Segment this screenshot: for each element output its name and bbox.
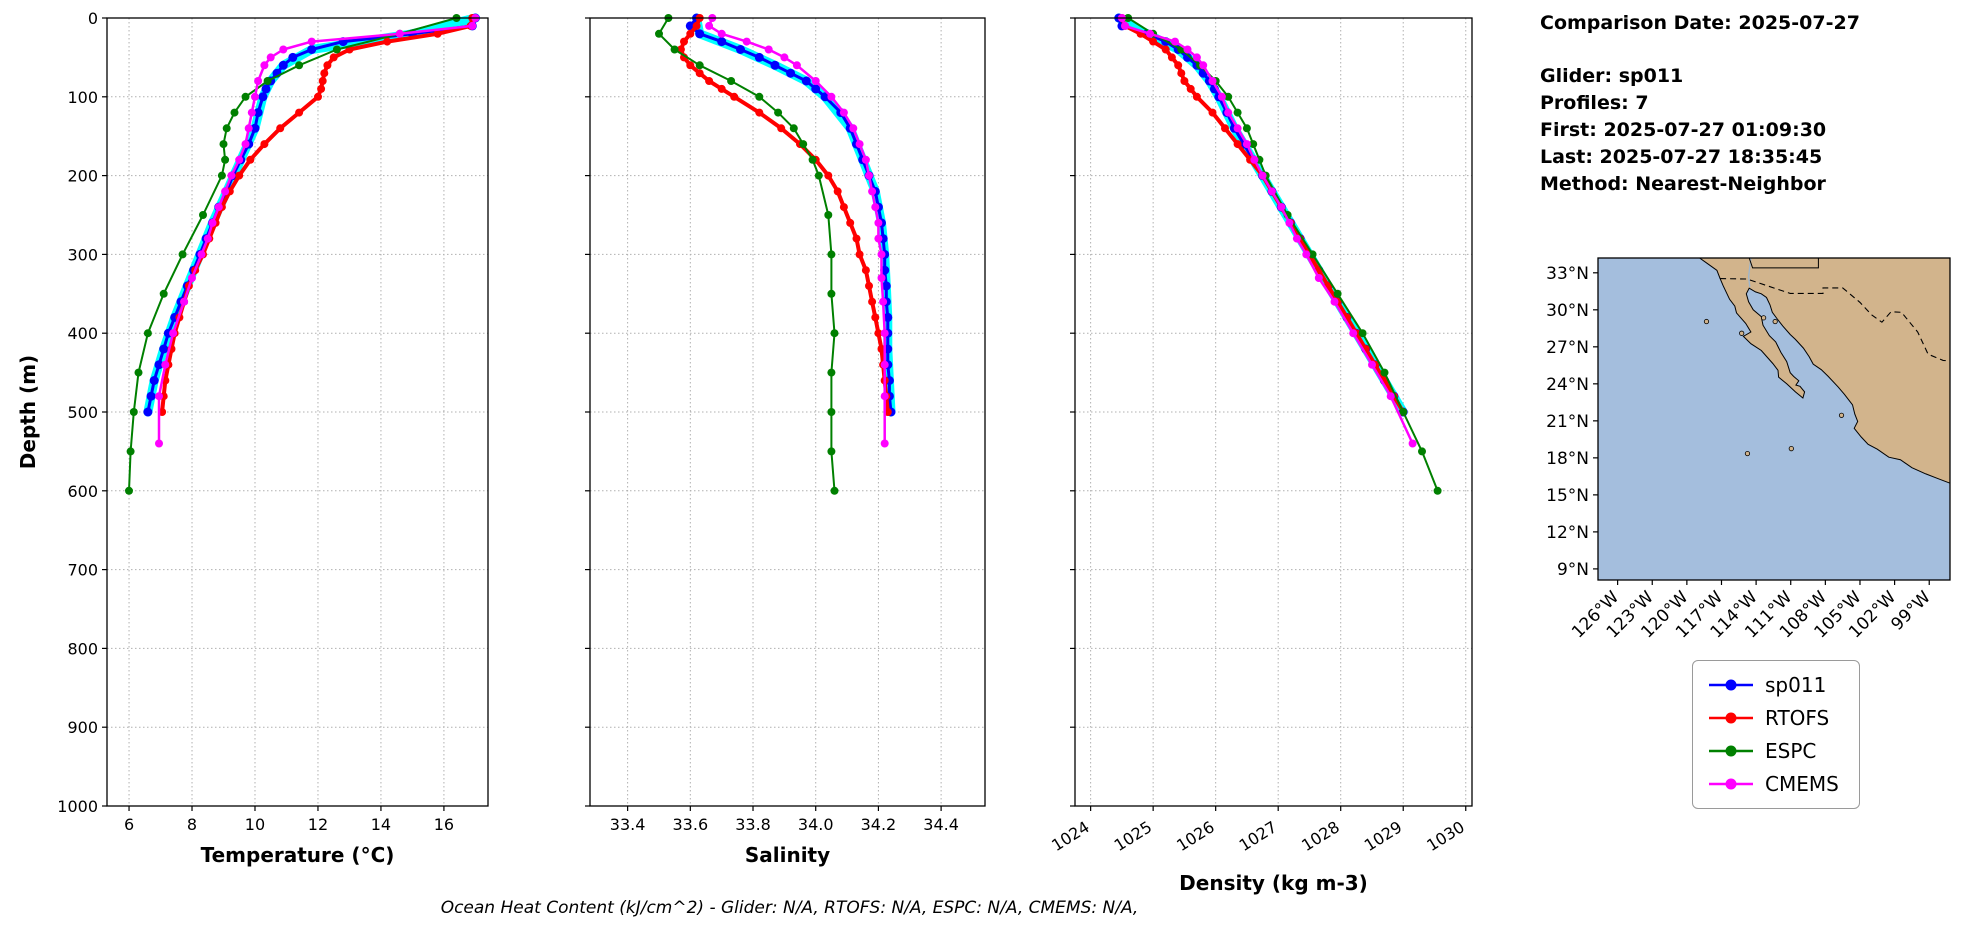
density-profile-chart: 1024 1025 1026 1027 1028 1029 1030 Density (kg … [1048,13,1473,895]
ocean-heat-content-caption: Ocean Heat Content (kJ/cm^2) - Glider: N… [440,898,1139,918]
svg-text:9°N: 9°N [1557,560,1589,580]
svg-text:0: 0 [88,9,98,28]
salinity-profile-chart: 33.4 33.6 33.8 34.0 34.2 34.4 Salinity [585,13,986,867]
svg-text:12: 12 [308,815,328,834]
svg-text:1030: 1030 [1423,817,1468,855]
glider-text: Glider: sp011 [1540,65,1684,87]
svg-text:1000: 1000 [57,797,98,816]
legend-item-sp011: sp011 [1707,673,1839,697]
profiles-text: Profiles: 7 [1540,92,1649,114]
svg-text:16: 16 [434,815,454,834]
legend-label: ESPC [1765,739,1817,763]
last-time-text: Last: 2025-07-27 18:35:45 [1540,146,1823,168]
svg-text:500: 500 [67,403,98,422]
svg-text:700: 700 [67,561,98,580]
svg-text:900: 900 [67,718,98,737]
legend-label: RTOFS [1765,706,1830,730]
svg-text:30°N: 30°N [1546,301,1589,321]
svg-text:Density (kg m-3): Density (kg m-3) [1179,871,1368,895]
svg-text:8: 8 [187,815,197,834]
temperature-profile-chart: 6 8 10 12 14 16 0 100 200 300 400 500 600 700 800 900 10… [16,9,489,867]
location-map: 33°N30°N27°N24°N21°N18°N15°N12°N9°N126°W… [1546,257,1951,642]
legend-item-cmems: CMEMS [1707,772,1839,796]
svg-text:34.4: 34.4 [923,815,959,834]
svg-text:10: 10 [245,815,265,834]
svg-text:1026: 1026 [1173,817,1218,855]
svg-text:Depth (m): Depth (m) [16,355,40,469]
svg-text:800: 800 [67,639,98,658]
svg-text:15°N: 15°N [1546,486,1589,506]
svg-text:14: 14 [371,815,391,834]
legend-item-rtofs: RTOFS [1707,706,1839,730]
legend-label: sp011 [1765,673,1827,697]
legend-item-espc: ESPC [1707,739,1839,763]
svg-text:34.2: 34.2 [861,815,897,834]
svg-text:21°N: 21°N [1546,412,1589,432]
svg-text:200: 200 [67,167,98,186]
svg-text:33.8: 33.8 [735,815,771,834]
svg-text:27°N: 27°N [1546,338,1589,358]
svg-text:12°N: 12°N [1546,523,1589,543]
svg-text:100: 100 [67,88,98,107]
svg-text:18°N: 18°N [1546,449,1589,469]
comparison-date-text: Comparison Date: 2025-07-27 [1540,12,1860,34]
svg-text:24°N: 24°N [1546,375,1589,395]
method-text: Method: Nearest-Neighbor [1540,173,1826,195]
info-panel: Comparison Date: 2025-07-27 Glider: sp01… [1540,10,1860,198]
svg-text:Temperature (°C): Temperature (°C) [201,843,395,867]
svg-text:33°N: 33°N [1546,264,1589,284]
legend-label: CMEMS [1765,772,1839,796]
legend-marker-icon [1709,712,1753,724]
svg-text:1028: 1028 [1298,817,1343,855]
svg-text:1025: 1025 [1111,817,1156,855]
legend-marker-icon [1709,745,1753,757]
svg-text:1024: 1024 [1048,817,1093,855]
svg-text:Salinity: Salinity [745,843,830,867]
legend: sp011 RTOFS ESPC CMEMS [1692,660,1860,809]
svg-text:600: 600 [67,482,98,501]
svg-text:400: 400 [67,324,98,343]
first-time-text: First: 2025-07-27 01:09:30 [1540,119,1827,141]
svg-text:6: 6 [124,815,134,834]
svg-text:300: 300 [67,245,98,264]
svg-text:1029: 1029 [1361,817,1406,855]
svg-text:33.4: 33.4 [610,815,646,834]
legend-marker-icon [1709,679,1753,691]
svg-text:99°W: 99°W [1887,587,1934,634]
info-spacer [1540,37,1860,63]
svg-text:34.0: 34.0 [798,815,834,834]
svg-text:33.6: 33.6 [673,815,709,834]
svg-text:1027: 1027 [1236,817,1281,855]
legend-marker-icon [1709,778,1753,790]
